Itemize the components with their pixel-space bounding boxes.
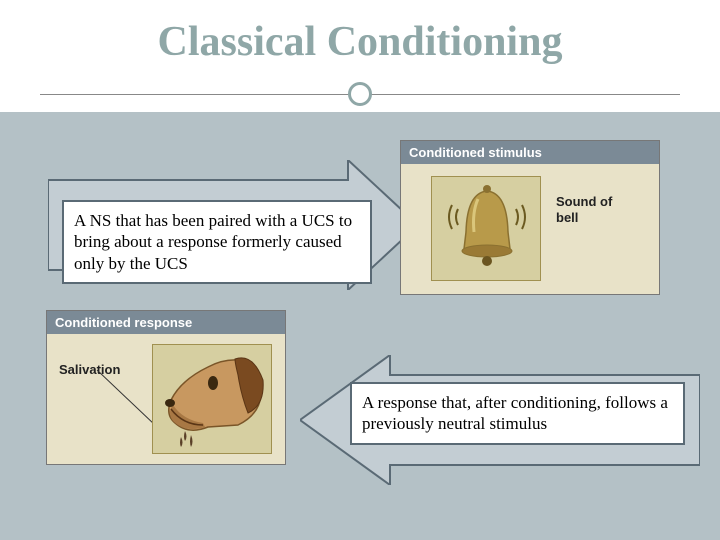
pointer-line-icon (67, 370, 157, 440)
card-header-response: Conditioned response (47, 311, 285, 334)
title-divider (0, 76, 720, 112)
card-body-stimulus: Sound of bell (401, 164, 659, 294)
card-header-stimulus: Conditioned stimulus (401, 141, 659, 164)
bell-illustration (431, 176, 541, 281)
card-conditioned-stimulus: Conditioned stimulus (400, 140, 660, 295)
definition-cr: A response that, after conditioning, fol… (350, 382, 685, 445)
dog-illustration (152, 344, 272, 454)
slide: Classical Conditioning A NS that has bee… (0, 0, 720, 540)
page-title: Classical Conditioning (0, 0, 720, 76)
card-conditioned-response: Conditioned response Salivation (46, 310, 286, 465)
definition-cs: A NS that has been paired with a UCS to … (62, 200, 372, 284)
divider-circle-icon (348, 82, 372, 106)
card-body-response: Salivation (47, 334, 285, 464)
caption-sound-of-bell: Sound of bell (556, 194, 612, 225)
